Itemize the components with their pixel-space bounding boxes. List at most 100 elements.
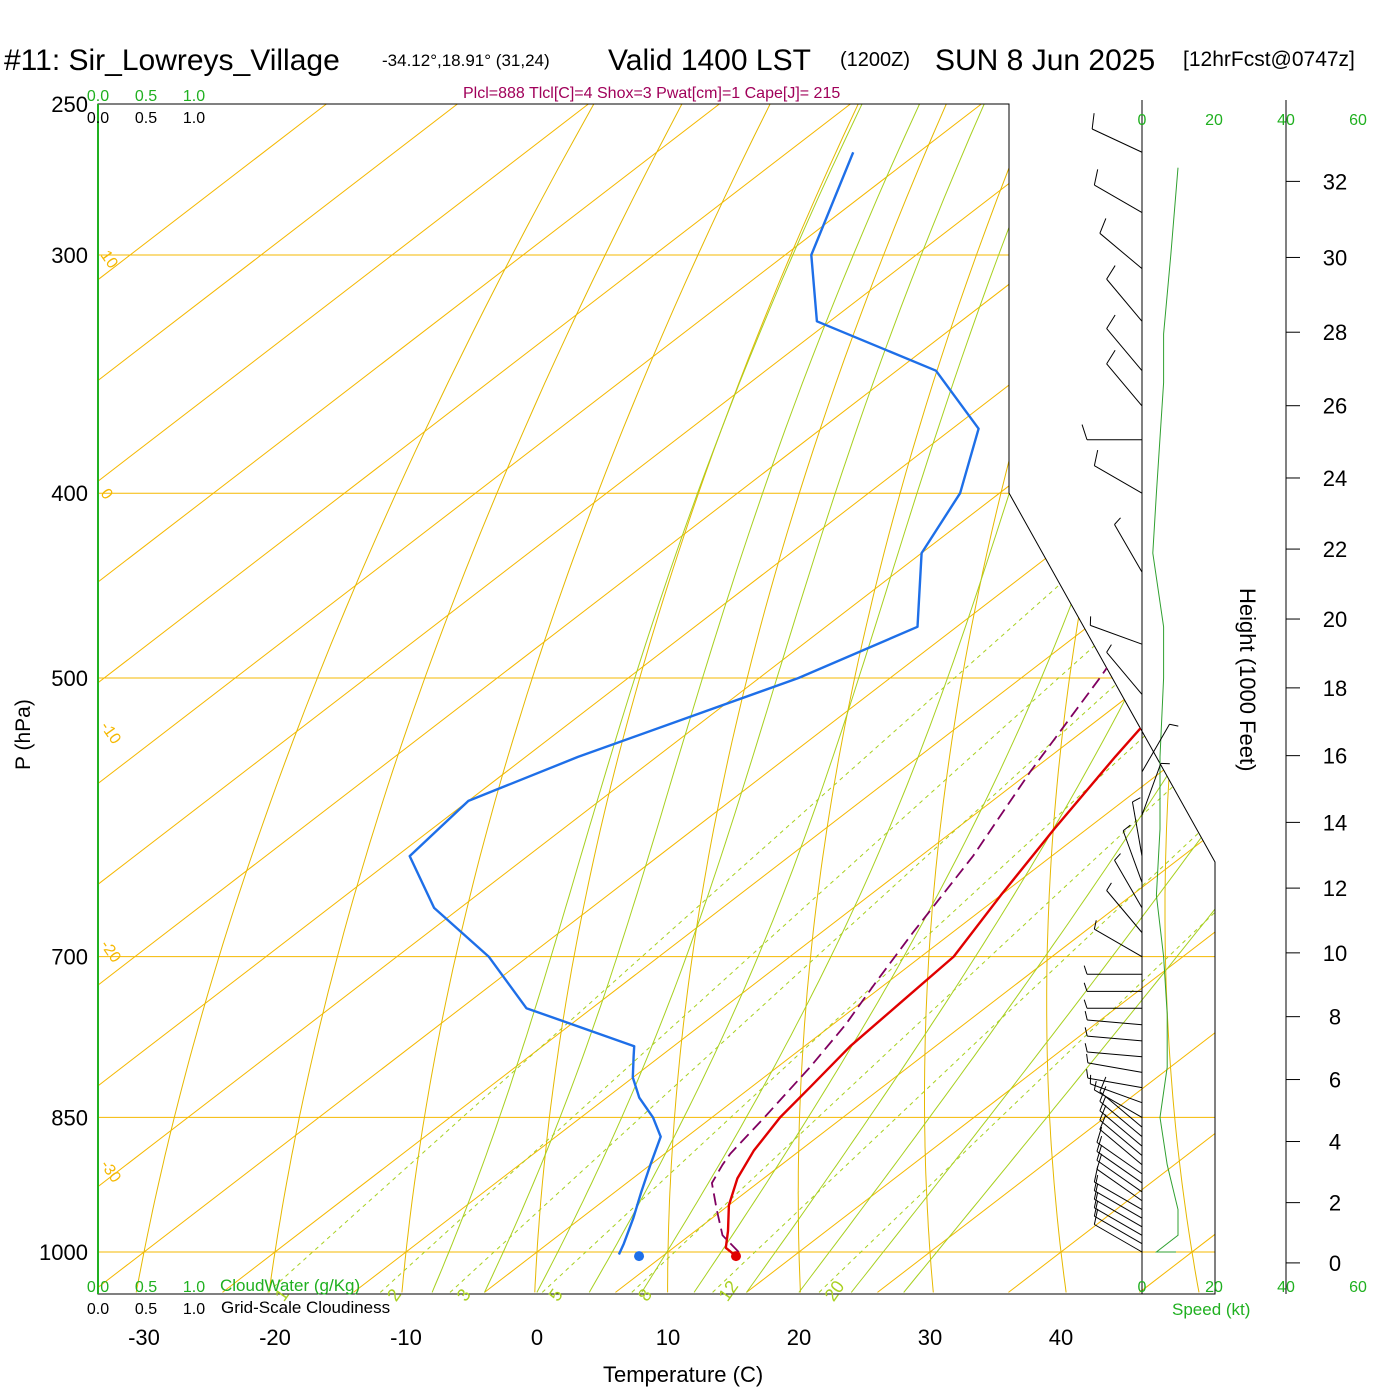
isotherm [222, 104, 1215, 1293]
isotherm [98, 104, 851, 1293]
wind-barb [1106, 349, 1143, 407]
wind-barb-staff [1106, 328, 1143, 372]
wind-barb [1106, 265, 1143, 322]
wind-barb-staff [1094, 1089, 1143, 1118]
cloudiness-tick-top: 0.0 [87, 110, 109, 127]
wind-barb [1114, 853, 1143, 909]
cloudiness-tick-top: 1.0 [183, 110, 205, 127]
wind-barb-feather [1106, 349, 1116, 365]
cloudwater-legend: CloudWater (g/Kg) [220, 1276, 360, 1295]
moist-adiabat [536, 104, 985, 1293]
isotherm [484, 104, 1215, 1293]
height-tick-label: 20 [1323, 607, 1347, 632]
wind-barb [1106, 644, 1143, 695]
speed-tick-top: 20 [1205, 112, 1223, 129]
wind-barb-staff [1106, 890, 1143, 933]
wind-barb-staff [1087, 1019, 1143, 1026]
wind-barb [1099, 1114, 1143, 1166]
wind-barb-feather [1084, 1011, 1088, 1021]
wind-barb-staff [1094, 1198, 1143, 1228]
temperature-tick-label: 20 [787, 1325, 811, 1350]
wind-barb-feather [1086, 1053, 1089, 1063]
pressure-tick-label: 250 [51, 92, 88, 117]
height-tick-label: 22 [1323, 537, 1347, 562]
wind-panel [634, 113, 1179, 1262]
cloudwater-tick-top: 0.0 [87, 88, 109, 105]
dry-adiabat [268, 104, 683, 1293]
temperature-tick-label: 30 [918, 1325, 942, 1350]
wind-barb [1084, 1043, 1143, 1058]
wind-barb [1083, 999, 1142, 1009]
wind-barb-feather [1084, 1043, 1088, 1053]
wind-barb-staff [1106, 278, 1143, 322]
speed-tick-bottom: 40 [1277, 1279, 1295, 1296]
wind-barb [1093, 920, 1143, 958]
isotherm [98, 104, 720, 1293]
cloudiness-tick-top: 0.5 [135, 110, 157, 127]
dry-adiabat [401, 104, 771, 1293]
wind-barb-staff [1141, 723, 1170, 773]
cloudwater-tick-bottom: 0.0 [87, 1279, 109, 1296]
wind-barb-feather [1106, 265, 1116, 280]
mixing-ratio-line [449, 492, 1215, 1293]
cloudiness-tick-bottom: 0.5 [135, 1301, 157, 1318]
moist-adiabat [850, 104, 1215, 1293]
dewpoint-surface-dot [634, 1251, 645, 1262]
station-title: #11: Sir_Lowreys_Village [4, 44, 340, 77]
temperature-tick-label: -30 [128, 1325, 160, 1350]
height-tick-label: 10 [1323, 941, 1347, 966]
wind-barb-feather [1114, 853, 1121, 861]
parameter-line: Plcl=888 Tlcl[C]=4 Shox=3 Pwat[cm]=1 Cap… [463, 85, 840, 102]
dry-adiabat [135, 104, 595, 1293]
dry-adiabat [797, 104, 1035, 1293]
wind-barb [1089, 616, 1143, 645]
wind-barb-feather [1099, 218, 1107, 234]
isotherm [98, 104, 589, 1293]
height-tick-label: 4 [1329, 1130, 1341, 1155]
temperature-line [724, 142, 1215, 1258]
wind-barb [1141, 762, 1170, 816]
speed-tick-top: 60 [1349, 112, 1367, 129]
pressure-tick-label: 400 [51, 481, 88, 506]
moist-adiabat [588, 104, 1059, 1293]
moist-adiabat [746, 104, 1215, 1293]
wind-barb [1099, 218, 1143, 270]
wind-barb-staff [1122, 830, 1143, 883]
height-tick-label: 24 [1323, 466, 1347, 491]
height-tick-label: 28 [1323, 320, 1347, 345]
cloudwater-tick-bottom: 0.5 [135, 1279, 157, 1296]
wind-barb-feather [1083, 965, 1088, 975]
cloudiness-legend: Grid-Scale Cloudiness [221, 1298, 390, 1317]
height-tick-label: 26 [1323, 394, 1347, 419]
pressure-tick-label: 500 [51, 666, 88, 691]
isotherm [98, 104, 1215, 1293]
wind-barb-staff [1141, 763, 1162, 816]
wind-barb [1089, 1074, 1143, 1104]
wind-barb-staff [1099, 1129, 1143, 1166]
wind-barb-staff [1094, 1215, 1143, 1245]
speed-tick-bottom: 0 [1138, 1279, 1147, 1296]
wind-barb-staff [1087, 1077, 1143, 1089]
temperature-tick-label: 10 [656, 1325, 680, 1350]
wind-barb [1093, 449, 1143, 494]
wind-speed-line [1152, 167, 1179, 1253]
wind-barb-staff [1099, 1110, 1143, 1147]
wind-barb [1106, 314, 1143, 372]
wind-barb-staff [1090, 1083, 1143, 1104]
height-tick-label: 14 [1323, 810, 1347, 835]
wind-barb-feather [1081, 424, 1088, 440]
wind-barb-feather [1083, 982, 1088, 992]
wind-barb-feather [1084, 1027, 1088, 1037]
wind-barb [1141, 723, 1179, 773]
pressure-tick-label: 850 [51, 1105, 88, 1130]
moist-adiabat [484, 104, 920, 1293]
wind-barb-staff [1091, 128, 1143, 153]
wind-barb-staff [1106, 363, 1143, 407]
wind-barb [1093, 169, 1143, 213]
wind-barb [1081, 424, 1142, 441]
wind-barb-feather [1093, 920, 1097, 930]
speed-tick-top: 0 [1138, 112, 1147, 129]
pressure-tick-label: 300 [51, 243, 88, 268]
pressure-tick-label: 700 [51, 945, 88, 970]
